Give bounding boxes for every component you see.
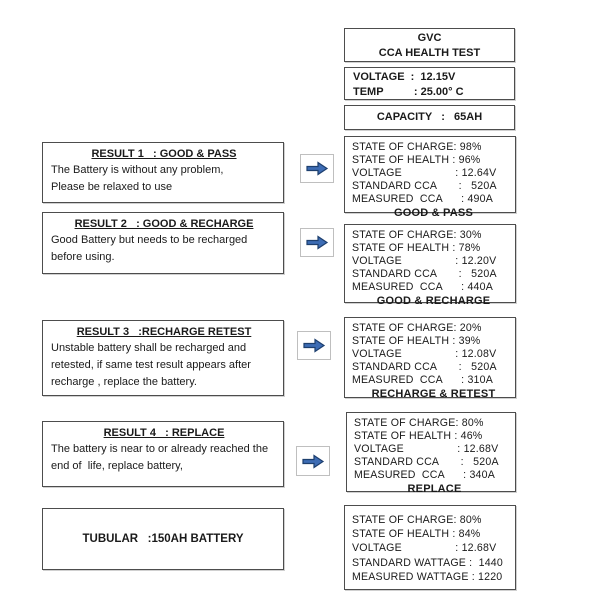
result-1-description-box: RESULT 1 : GOOD & PASS The Battery is wi… <box>42 142 284 203</box>
result-4-description-box: RESULT 4 : REPLACE The battery is near t… <box>42 421 284 487</box>
result-2-body-line: Good Battery but needs to be recharged <box>51 234 248 246</box>
result-2-body-line: before using. <box>51 251 115 263</box>
capacity-box: CAPACITY : 65AH <box>344 105 515 130</box>
reading-line: STANDARD CCA : 520A <box>352 179 497 192</box>
reading-line: STANDARD CCA : 520A <box>352 267 497 280</box>
reading-line: STATE OF CHARGE: 98% <box>352 141 482 153</box>
result-4-title: RESULT 4 : REPLACE <box>103 427 225 439</box>
result-1-body-line: The Battery is without any problem, <box>51 164 224 176</box>
reading-line: VOLTAGE : 12.64V <box>352 166 497 179</box>
temp-reading: TEMP : 25.00° C <box>353 86 464 98</box>
brand-text: GVC <box>417 32 442 44</box>
reading-line: VOLTAGE : 12.20V <box>352 254 497 267</box>
result-2-description-box: RESULT 2 : GOOD & RECHARGE Good Battery … <box>42 212 284 274</box>
reading-line: STANDARD WATTAGE : 1440 <box>352 556 503 569</box>
result-4-arrow-box <box>296 446 330 476</box>
result-3-title: RESULT 3 :RECHARGE RETEST <box>76 326 252 338</box>
reading-line: STATE OF CHARGE: 20% <box>352 322 482 334</box>
reading-line: STATE OF HEALTH : 84% <box>352 528 481 541</box>
result-1-verdict: GOOD & PASS <box>393 206 473 219</box>
voltage-temp-box: VOLTAGE : 12.15V TEMP : 25.00° C <box>344 67 515 100</box>
result-3-description-box: RESULT 3 :RECHARGE RETEST Unstable batte… <box>42 320 284 396</box>
test-title: CCA HEALTH TEST <box>378 47 481 59</box>
reading-line: MEASURED CCA : 490A <box>352 192 493 205</box>
capacity-reading: CAPACITY : 65AH <box>376 111 483 123</box>
result-4-verdict: REPLACE <box>407 482 462 495</box>
result-3-arrow-box <box>297 331 331 360</box>
result-4-readings-box: STATE OF CHARGE: 80% STATE OF HEALTH : 4… <box>346 412 516 495</box>
reading-line: STANDARD CCA : 520A <box>352 360 497 373</box>
reading-line: STANDARD CCA : 520A <box>354 455 499 468</box>
result-1-title: RESULT 1 : GOOD & PASS <box>91 148 237 160</box>
tubular-battery-box: TUBULAR :150AH BATTERY <box>42 508 284 570</box>
reading-line: VOLTAGE : 12.68V <box>352 542 497 555</box>
result-1-readings-box: STATE OF CHARGE: 98% STATE OF HEALTH : 9… <box>344 136 516 219</box>
reading-line: STATE OF CHARGE: 80% <box>354 417 484 429</box>
arrow-right-icon <box>306 161 329 176</box>
reading-line: VOLTAGE : 12.08V <box>352 347 497 360</box>
arrow-right-icon <box>302 453 325 469</box>
reading-line: STATE OF HEALTH : 46% <box>354 429 483 442</box>
result-3-readings-box: STATE OF CHARGE: 20% STATE OF HEALTH : 3… <box>344 317 516 400</box>
result-1-arrow-box <box>300 154 334 183</box>
reading-line: STATE OF HEALTH : 39% <box>352 334 481 347</box>
result-4-body-line: end of life, replace battery, <box>51 460 183 472</box>
reading-line: MEASURED WATTAGE : 1220 <box>352 570 503 583</box>
reading-line: MEASURED CCA : 440A <box>352 280 493 293</box>
reading-line: MEASURED CCA : 340A <box>354 468 495 481</box>
reading-line: STATE OF CHARGE: 30% <box>352 229 482 241</box>
result-3-verdict: RECHARGE & RETEST <box>371 387 496 400</box>
reading-line: STATE OF HEALTH : 78% <box>352 241 481 254</box>
reading-line: STATE OF CHARGE: 80% <box>352 514 482 526</box>
result-2-verdict: GOOD & RECHARGE <box>376 294 491 307</box>
reading-line: MEASURED CCA : 310A <box>352 373 493 386</box>
result-2-title: RESULT 2 : GOOD & RECHARGE <box>74 218 254 230</box>
arrow-right-icon <box>306 235 329 250</box>
result-3-body-line: Unstable battery shall be recharged and <box>51 342 247 354</box>
result-3-body-line: recharge , replace the battery. <box>51 376 197 388</box>
result-2-arrow-box <box>300 228 334 257</box>
reading-line: STATE OF HEALTH : 96% <box>352 153 481 166</box>
result-2-readings-box: STATE OF CHARGE: 30% STATE OF HEALTH : 7… <box>344 224 516 307</box>
header-title-box: GVC CCA HEALTH TEST <box>344 28 515 62</box>
tubular-battery-label: TUBULAR :150AH BATTERY <box>82 533 244 545</box>
result-3-body-line: retested, if same test result appears af… <box>51 359 251 371</box>
result-4-body-line: The battery is near to or already reache… <box>51 443 269 455</box>
voltage-reading: VOLTAGE : 12.15V <box>353 71 456 83</box>
result-1-body-line: Please be relaxed to use <box>51 181 173 193</box>
arrow-right-icon <box>303 338 326 353</box>
reading-line: VOLTAGE : 12.68V <box>354 442 499 455</box>
tubular-readings-box: STATE OF CHARGE: 80% STATE OF HEALTH : 8… <box>344 505 516 590</box>
